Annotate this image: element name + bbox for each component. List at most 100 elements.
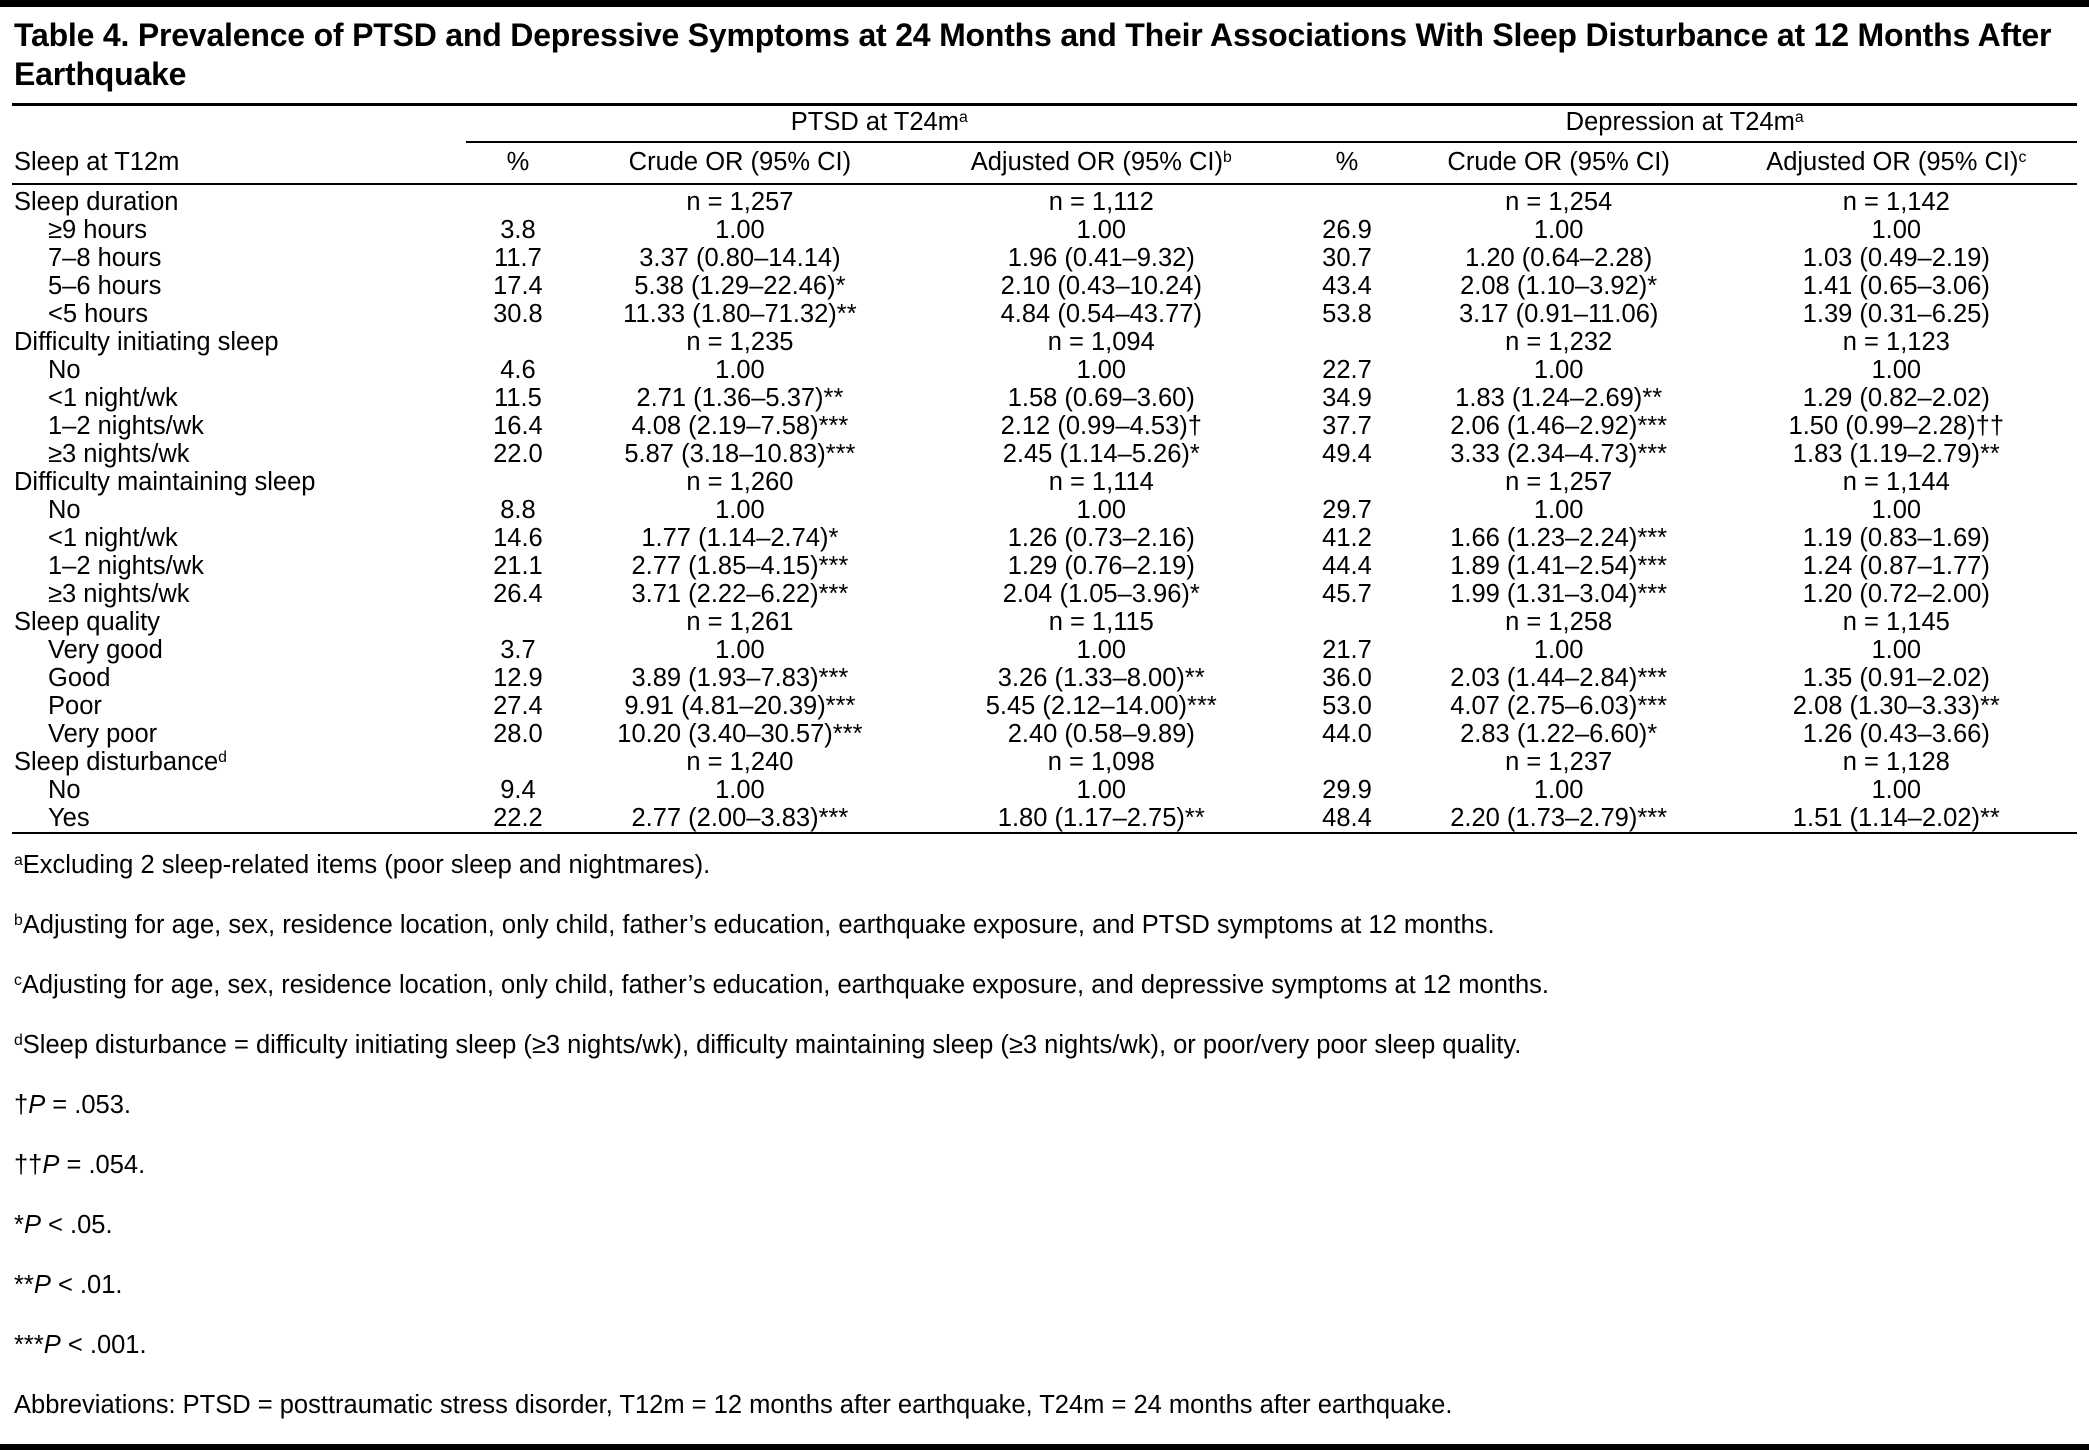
table-cell: 3.7	[500, 636, 536, 665]
table-cell	[1292, 608, 1401, 636]
column-header: Crude OR (95% CI)	[569, 143, 911, 186]
row-label: Yes	[48, 804, 90, 833]
table-cell: 2.08 (1.30–3.33)**	[1792, 692, 2000, 721]
table-cell: 2.45 (1.14–5.26)*	[1002, 440, 1200, 469]
table-cell: 22.2	[493, 804, 543, 833]
table-cell: n = 1,145	[1842, 608, 1950, 637]
table-cell	[466, 468, 569, 496]
table-cell: n = 1,144	[1842, 468, 1950, 497]
table-cell: n = 1,240	[686, 748, 794, 777]
table-cell: 4.07 (2.75–6.03)***	[1450, 692, 1668, 721]
table-row: <1 night/wk 14.6 1.77 (1.14–2.74)* 1.26 (0.…	[12, 524, 2077, 552]
table-cell: 1.00	[1533, 356, 1584, 385]
section-row: Sleep quality n = 1,261 n = 1,115 n = 1,258…	[12, 608, 2077, 636]
table-row: Very good 3.7 1.00 1.00 21.7 1.00 1.00	[12, 636, 2077, 664]
table-cell: 11.7	[494, 244, 542, 273]
table-cell: 9.91 (4.81–20.39)***	[624, 692, 856, 721]
table-cell: 43.4	[1322, 272, 1372, 301]
table-cell: 1.83 (1.19–2.79)**	[1792, 440, 2000, 469]
table-cell: 53.8	[1322, 300, 1372, 329]
table-cell: 2.12 (0.99–4.53)†	[1000, 412, 1202, 441]
table-cell: 1.00	[1533, 776, 1584, 805]
table-cell: 2.06 (1.46–2.92)***	[1450, 412, 1668, 441]
table-row: No 8.8 1.00 1.00 29.7 1.00 1.00	[12, 496, 2077, 524]
table-cell: 1.00	[1076, 216, 1127, 245]
row-label: ≥9 hours	[48, 216, 148, 245]
row-label: Poor	[48, 692, 102, 721]
footnote-italic-p: P	[33, 1271, 51, 1300]
group-footnote-marker: a	[958, 109, 968, 127]
table-cell: 30.7	[1322, 244, 1372, 273]
table-cell: 2.83 (1.22–6.60)*	[1460, 720, 1658, 749]
table-cell: 1.29 (0.82–2.02)	[1802, 384, 1990, 413]
table-cell: 26.9	[1322, 216, 1372, 245]
row-header-label: Sleep at T12m	[12, 143, 467, 186]
column-header: %	[1292, 143, 1402, 186]
table-cell: n = 1,094	[1047, 328, 1155, 357]
table-cell	[466, 184, 569, 216]
table-cell: 4.84 (0.54–43.77)	[1000, 300, 1202, 329]
table-cell	[1292, 748, 1401, 776]
table-cell: 21.7	[1322, 636, 1372, 665]
row-label: No	[48, 776, 81, 805]
table-cell: n = 1,128	[1842, 748, 1950, 777]
table-title: Table 4. Prevalence of PTSD and Depressi…	[12, 7, 2077, 107]
table-cell: 22.0	[493, 440, 543, 469]
row-label: <5 hours	[48, 300, 148, 329]
group-label: Depression at T24m	[1565, 108, 1795, 137]
table-cell: 44.4	[1322, 552, 1372, 581]
table-cell: 30.8	[493, 300, 543, 329]
table-cell: 1.29 (0.76–2.19)	[1007, 552, 1195, 581]
row-label: ≥3 nights/wk	[48, 580, 190, 609]
table-cell: 1.89 (1.41–2.54)***	[1450, 552, 1668, 581]
table-cell: n = 1,257	[1505, 468, 1613, 497]
table-row: No 4.6 1.00 1.00 22.7 1.00 1.00	[12, 356, 2077, 384]
row-label: Sleep disturbanced	[14, 748, 227, 777]
section-row: Sleep disturbanced n = 1,240 n = 1,098 n = …	[12, 748, 2077, 776]
table-cell: 3.71 (2.22–6.22)***	[631, 580, 849, 609]
row-label: 1–2 nights/wk	[48, 412, 204, 441]
table-cell: 1.00	[1076, 356, 1127, 385]
table-cell: 41.2	[1322, 524, 1372, 553]
table-cell: 22.7	[1322, 356, 1372, 385]
table-cell: 2.10 (0.43–10.24)	[1000, 272, 1202, 301]
table-cell: 3.17 (0.91–11.06)	[1458, 300, 1659, 329]
table-cell: 1.00	[1533, 496, 1584, 525]
table-cell: 1.66 (1.23–2.24)***	[1450, 524, 1668, 553]
footnote: aExcluding 2 sleep-related items (poor s…	[14, 851, 711, 880]
table-cell: 36.0	[1322, 664, 1372, 693]
table-row: <1 night/wk 11.5 2.71 (1.36–5.37)** 1.58 (0…	[12, 384, 2077, 412]
table-row: 1–2 nights/wk 21.1 2.77 (1.85–4.15)*** 1.29…	[12, 552, 2077, 580]
table-cell: 1.35 (0.91–2.02)	[1802, 664, 1990, 693]
table-cell: 53.0	[1322, 692, 1372, 721]
table-row: Good 12.9 3.89 (1.93–7.83)*** 3.26 (1.33–8.…	[12, 664, 2077, 692]
table-cell: 1.26 (0.73–2.16)	[1007, 524, 1195, 553]
table-cell: 16.4	[493, 412, 543, 441]
footnote-marker: b	[14, 912, 23, 930]
table-cell: 1.00	[715, 356, 765, 385]
table-cell: 1.00	[1871, 776, 1922, 805]
table-cell: 1.99 (1.31–3.04)***	[1450, 580, 1668, 609]
table-cell: 1.00	[1533, 636, 1584, 665]
column-footnote-marker: b	[1223, 149, 1232, 167]
table-cell: 3.26 (1.33–8.00)**	[997, 664, 1205, 693]
row-footnote-marker: d	[218, 749, 227, 767]
table-cell: 1.03 (0.49–2.19)	[1802, 244, 1990, 273]
table-cell: 3.37 (0.80–14.14)	[639, 244, 841, 273]
table-cell: 1.51 (1.14–2.02)**	[1792, 804, 2000, 833]
table-cell: 2.71 (1.36–5.37)**	[636, 384, 844, 413]
table-cell: 1.00	[1076, 776, 1127, 805]
table-cell: n = 1,257	[686, 188, 794, 217]
table-row: Very poor 28.0 10.20 (3.40–30.57)*** 2.40 (…	[12, 720, 2077, 748]
row-label: No	[48, 356, 81, 385]
table-row: ≥3 nights/wk 22.0 5.87 (3.18–10.83)*** 2.45…	[12, 440, 2077, 468]
row-label: 5–6 hours	[48, 272, 162, 301]
group-underline: Depression at T24ma	[1292, 108, 2077, 144]
table-cell	[1292, 468, 1401, 496]
table-cell: 3.8	[500, 216, 536, 245]
table-cell: n = 1,237	[1505, 748, 1613, 777]
table-cell: 1.00	[1076, 496, 1127, 525]
table-cell	[1292, 328, 1401, 356]
footnote-italic-p: P	[43, 1331, 61, 1360]
